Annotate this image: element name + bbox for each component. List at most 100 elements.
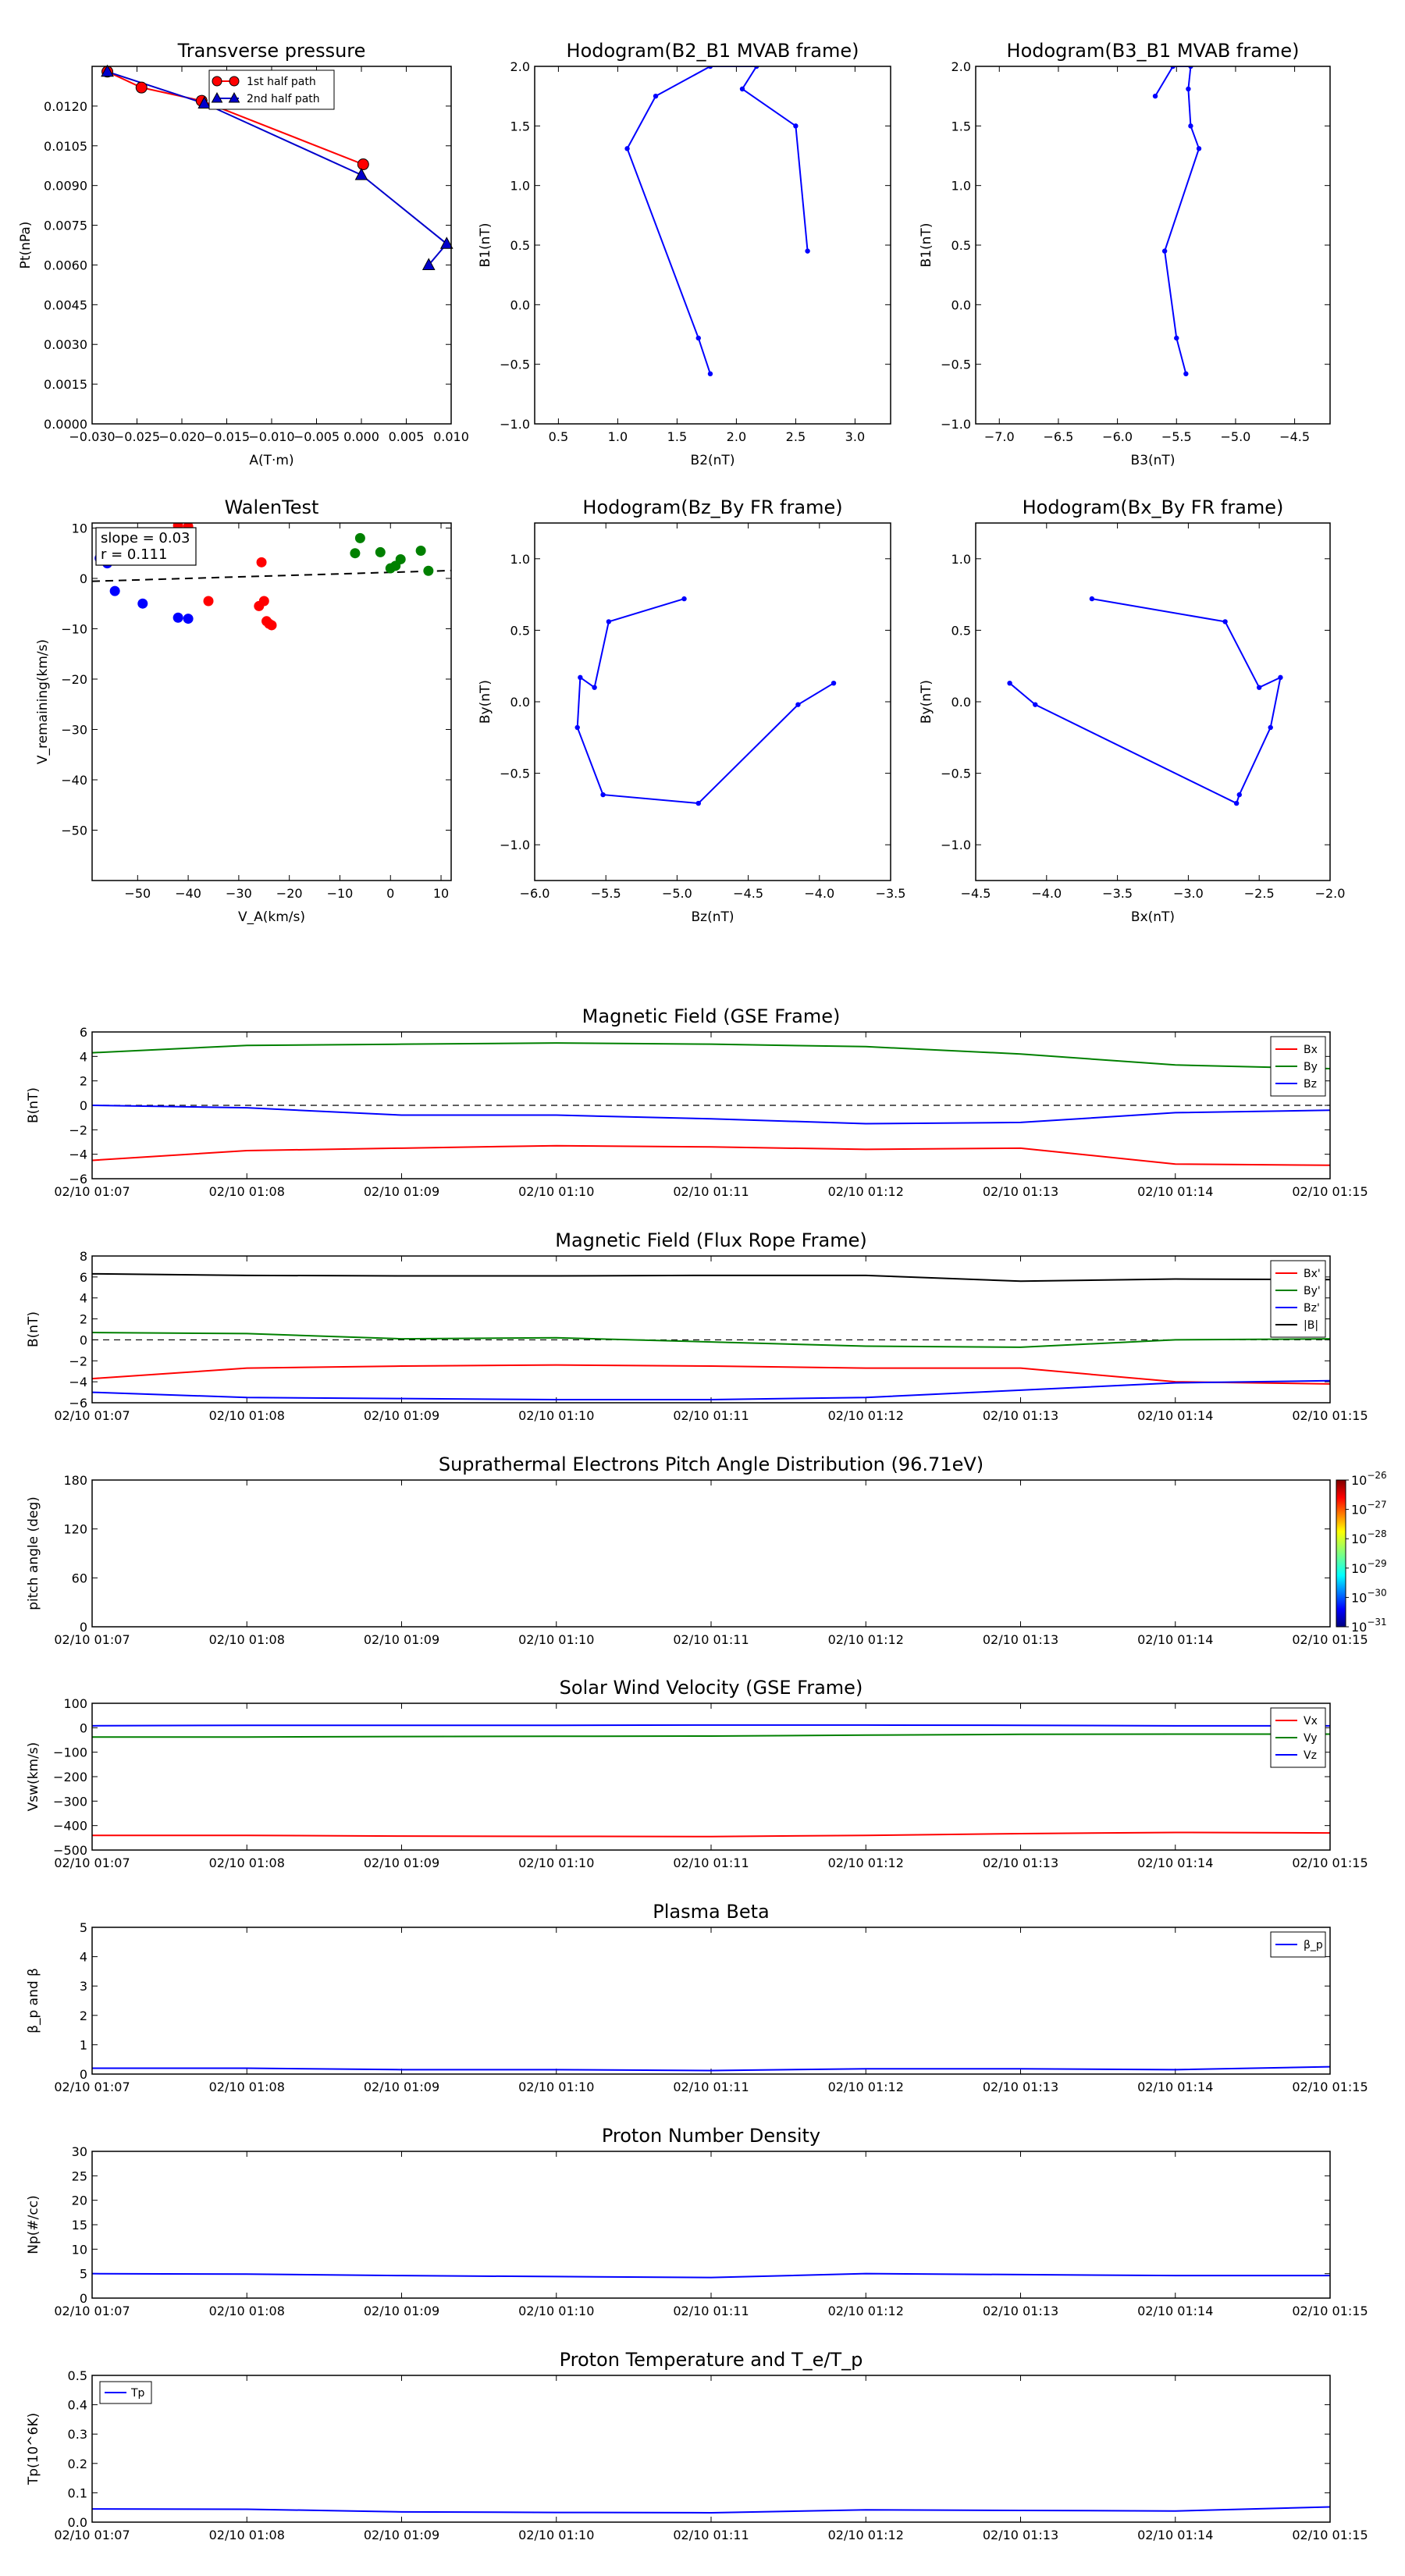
x-tick-label: −3.0	[1173, 886, 1204, 901]
y-tick-label: 2	[80, 2008, 87, 2023]
chart-ts_bgse: Magnetic Field (GSE Frame) −6 −4 −2 0 2 4 6 02/1…	[26, 1005, 1368, 1199]
series-Bx-line	[92, 1144, 1330, 1166]
y-tick-label: 0.5	[951, 623, 971, 638]
y-tick-label: 2	[80, 1312, 87, 1327]
y-axis-label: B(nT)	[26, 1311, 41, 1347]
y-tick-label: 0.0045	[44, 297, 87, 312]
x-tick-label: −5.0	[1221, 429, 1251, 444]
x-tick-label: −4.5	[733, 886, 763, 901]
series-line	[107, 70, 364, 165]
plot-frame	[975, 522, 1331, 881]
x-axis-label: B3(nT)	[1131, 453, 1176, 468]
y-tick-label: 0	[80, 1098, 87, 1113]
data-point	[1278, 674, 1283, 681]
x-tick-label: −6.5	[1044, 429, 1074, 444]
x-tick-label: 02/10 01:07	[54, 2080, 130, 2094]
y-tick-label: −0.5	[941, 767, 971, 781]
x-tick-label: 02/10 01:07	[54, 1632, 130, 1647]
x-tick-label: 02/10 01:14	[1137, 1184, 1213, 1199]
x-tick-label: −5.5	[591, 886, 621, 901]
colorbar-label-exp: −27	[1367, 1500, 1386, 1510]
x-axis-label: Bz(nT)	[691, 909, 734, 925]
colorbar-label-base: 10	[1351, 1532, 1367, 1546]
colorbar-label-exp: −31	[1367, 1617, 1386, 1628]
x-tick-label: −4.0	[804, 886, 834, 901]
legend-label: Bz	[1304, 1078, 1317, 1091]
y-axis-label: V_remaining(km/s)	[35, 639, 51, 764]
colorbar-label-base: 10	[1351, 1473, 1367, 1488]
chart-hodo4: Hodogram(Bx_By FR frame) −1.0 −0.5 0.0 0.5 1.…	[919, 496, 1345, 925]
data-point	[357, 158, 369, 171]
y-tick-label: −40	[61, 773, 87, 788]
x-tick-label: 02/10 01:11	[673, 1632, 749, 1647]
scatter-point	[266, 620, 277, 631]
y-tick-label: −500	[53, 1843, 87, 1858]
x-tick-label: −0.020	[158, 429, 205, 444]
data-point	[1152, 93, 1158, 99]
x-tick-label: −5.5	[1161, 429, 1192, 444]
y-axis-label: B1(nT)	[919, 223, 934, 268]
y-tick-label: 0.3	[68, 2427, 87, 2442]
y-axis-label: By(nT)	[919, 680, 934, 724]
x-tick-label: 02/10 01:12	[828, 2304, 904, 2318]
y-tick-label: 1	[80, 2037, 87, 2052]
x-axis-label: V_A(km/s)	[238, 909, 305, 925]
y-tick-label: 0	[80, 1332, 87, 1347]
y-tick-label: 5	[80, 1920, 87, 1935]
colorbar-label-exp: −30	[1367, 1587, 1386, 1598]
y-tick-label: −10	[61, 621, 87, 636]
y-tick-label: −100	[53, 1745, 87, 1760]
x-tick-label: 02/10 01:08	[209, 1632, 285, 1647]
series-B-line	[92, 1272, 1330, 1283]
colorbar-label: 10−27	[1351, 1500, 1387, 1517]
x-tick-label: 02/10 01:08	[209, 2304, 285, 2318]
y-axis-label: pitch angle (deg)	[26, 1496, 41, 1610]
legend-label: 1st half path	[247, 76, 316, 88]
data-point	[197, 96, 212, 109]
x-tick-label: 02/10 01:08	[209, 1184, 285, 1199]
x-tick-label: 02/10 01:14	[1137, 1632, 1213, 1647]
y-tick-label: 0.4	[68, 2398, 87, 2413]
chart-title: Hodogram(Bz_By FR frame)	[582, 496, 842, 518]
x-tick-label: −50	[124, 886, 151, 901]
x-tick-label: −2.5	[1244, 886, 1275, 901]
y-tick-label: 30	[72, 2144, 87, 2159]
x-tick-label: 02/10 01:11	[673, 2304, 749, 2318]
x-tick-label: 02/10 01:12	[828, 1856, 904, 1870]
series-p-line	[92, 2065, 1330, 2072]
y-tick-label: 0.0	[510, 695, 530, 710]
data-point	[574, 724, 580, 731]
legend-label: Vz	[1304, 1749, 1317, 1762]
y-tick-label: 4	[80, 1950, 87, 1965]
plot-frame	[91, 1927, 1331, 2075]
y-tick-label: 4	[80, 1049, 87, 1064]
legend-label: Bz'	[1304, 1302, 1320, 1315]
y-tick-label: −400	[53, 1819, 87, 1834]
data-point	[592, 685, 597, 690]
y-tick-label: 0.0060	[44, 258, 87, 272]
x-tick-label: 02/10 01:14	[1137, 1856, 1213, 1870]
x-tick-label: 02/10 01:07	[54, 2304, 130, 2318]
data-point	[600, 792, 606, 798]
series-0-line	[92, 2272, 1330, 2279]
series-Vz-line	[92, 1724, 1330, 1727]
data-point	[101, 64, 114, 77]
data-point	[1183, 371, 1189, 377]
x-tick-label: 1.5	[667, 429, 687, 444]
x-tick-label: 02/10 01:09	[364, 1856, 439, 1870]
x-tick-label: 02/10 01:12	[828, 2528, 904, 2542]
legend-label: Bx	[1304, 1044, 1318, 1056]
colorbar-label: 10−29	[1351, 1558, 1387, 1576]
y-tick-label: 0.0090	[44, 179, 87, 194]
x-tick-label: 02/10 01:09	[364, 1632, 439, 1647]
data-point	[1089, 596, 1095, 602]
data-point	[1233, 800, 1240, 806]
y-axis-label: B(nT)	[26, 1087, 41, 1123]
y-tick-label: −0.5	[941, 358, 971, 372]
colorbar-label: 10−30	[1351, 1587, 1387, 1605]
y-tick-label: 1.5	[510, 119, 530, 133]
data-point	[422, 258, 436, 270]
x-axis-label: B2(nT)	[691, 453, 735, 468]
scatter-point	[173, 612, 183, 623]
x-tick-label: 0	[386, 886, 394, 901]
